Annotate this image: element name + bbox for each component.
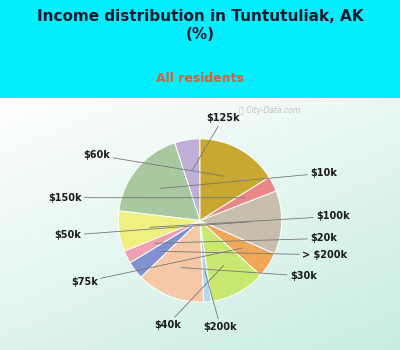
Wedge shape [175,139,200,220]
Text: $30k: $30k [181,267,317,281]
Text: > $200k: > $200k [160,250,347,260]
Text: $200k: $200k [204,271,237,332]
Text: $125k: $125k [192,113,240,170]
Text: $40k: $40k [154,265,224,330]
Wedge shape [141,220,204,302]
Text: $150k: $150k [48,193,245,203]
Wedge shape [130,220,200,277]
Text: $75k: $75k [71,248,242,287]
Text: $20k: $20k [155,233,337,244]
Wedge shape [200,220,261,301]
Wedge shape [200,220,275,275]
Text: $100k: $100k [150,211,350,227]
Wedge shape [119,143,200,220]
Wedge shape [200,177,276,220]
Wedge shape [124,220,200,263]
Wedge shape [200,191,282,254]
Text: ⓘ City-Data.com: ⓘ City-Data.com [239,106,300,115]
Text: $50k: $50k [55,222,251,240]
Text: Income distribution in Tuntutuliak, AK
(%): Income distribution in Tuntutuliak, AK (… [37,9,363,42]
Text: $60k: $60k [83,150,224,176]
Wedge shape [200,220,212,302]
Text: $10k: $10k [161,168,337,188]
Wedge shape [200,139,269,220]
Text: All residents: All residents [156,72,244,85]
Wedge shape [118,211,200,251]
